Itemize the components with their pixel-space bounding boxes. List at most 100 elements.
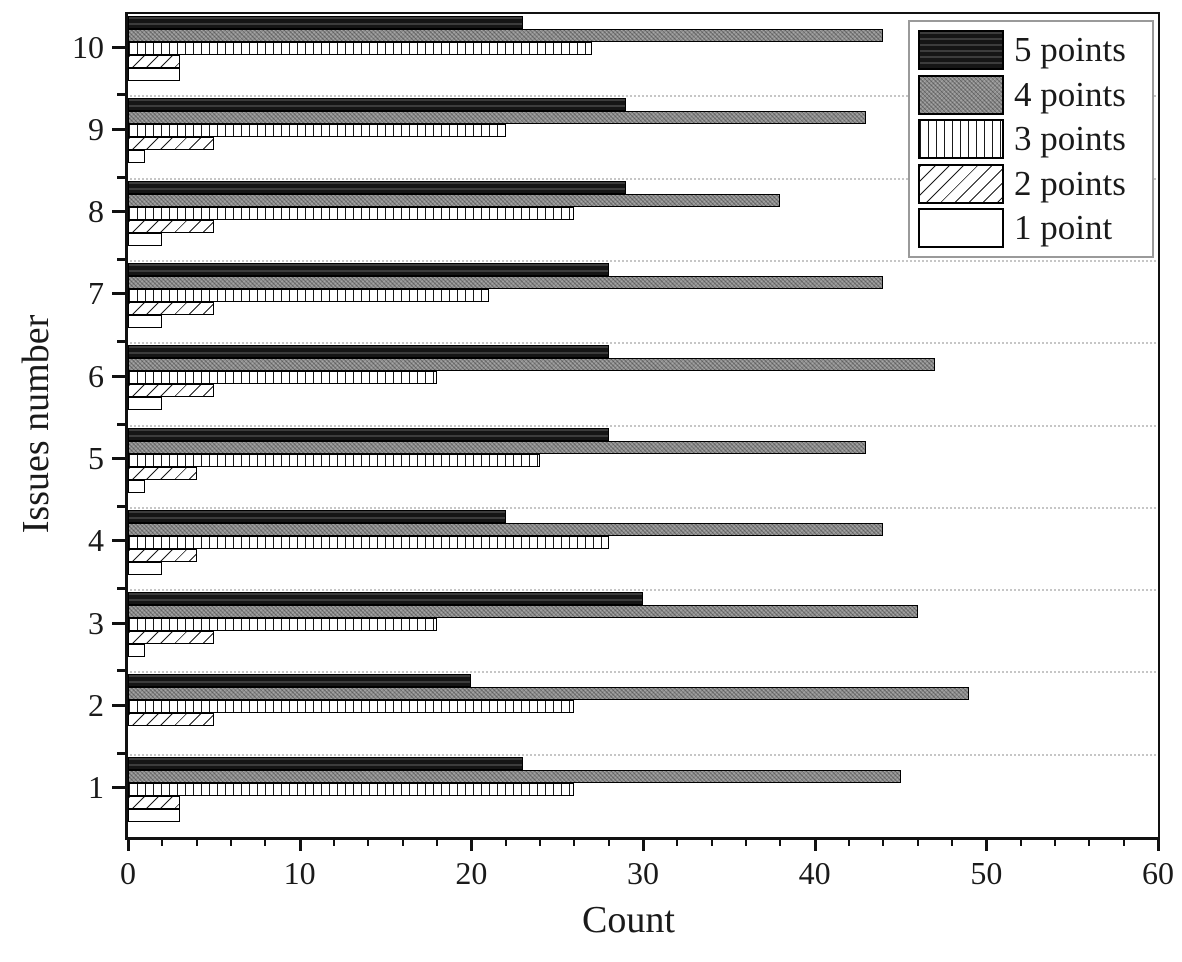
bar-issue10-4-points: [128, 29, 883, 42]
bar-issue6-4-points: [128, 358, 935, 372]
gridline: [130, 506, 1156, 509]
legend-label: 1 point: [1014, 208, 1113, 247]
bar-issue10-5-points: [128, 16, 523, 29]
y-axis-major-tick: [112, 703, 125, 707]
legend-swatch-5-points: [918, 30, 1004, 70]
x-axis-minor-tick: [779, 838, 782, 846]
legend-swatch-4-points: [918, 74, 1004, 115]
x-axis-minor-tick: [916, 838, 919, 846]
x-tick-label: 20: [455, 855, 488, 891]
legend-entry: 1 point: [918, 207, 1146, 249]
bar-issue1-5-points: [128, 756, 523, 770]
bar-issue7-3-points: [128, 288, 489, 302]
bar-issue5-4-points: [128, 440, 866, 454]
bar-issue3-4-points: [128, 605, 918, 619]
bar-issue7-1-point: [128, 314, 162, 328]
gridline: [130, 753, 1156, 756]
bar-issue8-3-points: [128, 206, 574, 220]
y-tick-label: 6: [88, 357, 104, 394]
x-axis-major-tick: [1157, 838, 1160, 851]
x-axis-major-tick: [127, 838, 130, 851]
x-axis-minor-tick: [848, 838, 850, 846]
x-axis-major-tick: [298, 838, 302, 851]
y-axis-major-tick: [112, 621, 125, 625]
bar-issue2-4-points: [128, 687, 969, 701]
y-axis-minor-tick: [117, 340, 125, 344]
legend-swatch-2-points: [918, 163, 1004, 204]
bar-issue7-5-points: [128, 262, 609, 276]
legend-label: 3 points: [1014, 119, 1126, 158]
y-tick-label: 4: [88, 522, 104, 559]
x-axis-minor-tick: [1019, 838, 1022, 846]
bar-issue5-2-points: [128, 466, 197, 480]
x-axis-minor-tick: [504, 838, 507, 846]
x-axis-major-tick: [813, 838, 817, 851]
bar-issue3-2-points: [128, 631, 214, 645]
x-axis-title: Count: [582, 899, 675, 941]
bar-issue6-3-points: [128, 371, 437, 385]
gridline: [130, 259, 1156, 262]
x-axis-major-tick: [642, 838, 645, 851]
gridline: [130, 342, 1156, 345]
bar-issue3-1-point: [128, 644, 145, 658]
bar-issue1-3-points: [128, 782, 574, 796]
x-tick-label: 0: [120, 855, 136, 891]
bar-issue7-2-points: [128, 301, 214, 315]
bar-issue1-2-points: [128, 795, 180, 809]
x-axis-minor-tick: [161, 838, 164, 846]
bar-issue9-1-point: [128, 150, 145, 164]
y-tick-label: 10: [72, 28, 104, 65]
bar-issue8-2-points: [128, 219, 214, 233]
bar-issue9-4-points: [128, 111, 866, 125]
y-axis-major-tick: [112, 539, 125, 543]
bar-issue4-4-points: [128, 522, 883, 536]
y-axis-minor-tick: [117, 175, 125, 179]
y-axis-minor-tick: [117, 504, 125, 508]
x-axis-minor-tick: [401, 838, 404, 846]
legend-label: 4 points: [1014, 74, 1126, 114]
bar-issue9-5-points: [128, 98, 626, 112]
legend-label: 2 points: [1014, 163, 1126, 203]
x-axis-minor-tick: [951, 838, 953, 846]
y-axis-minor-tick: [117, 422, 125, 426]
x-axis-minor-tick: [1054, 838, 1056, 846]
x-axis-minor-tick: [710, 838, 713, 846]
bar-issue8-1-point: [128, 232, 162, 246]
x-axis-minor-tick: [195, 838, 198, 846]
x-axis-minor-tick: [367, 838, 370, 846]
bar-issue6-5-points: [128, 345, 609, 359]
x-axis-minor-tick: [676, 838, 679, 846]
legend: 5 points 4 points 3 points 2 points 1 point: [908, 20, 1154, 258]
y-axis-minor-tick: [117, 587, 125, 591]
y-axis-major-tick: [112, 374, 125, 378]
y-axis-minor-tick: [117, 257, 125, 261]
legend-swatch-3-points: [918, 119, 1004, 159]
x-axis-minor-tick: [882, 838, 885, 846]
gridline: [130, 95, 1156, 98]
y-tick-label: 3: [88, 604, 104, 641]
y-axis-major-tick: [112, 786, 125, 790]
legend-swatch-1-point: [918, 208, 1004, 248]
bar-issue4-1-point: [128, 561, 162, 575]
y-axis-major-tick: [112, 292, 125, 296]
legend-label: 5 points: [1014, 30, 1126, 69]
bar-issue9-2-points: [128, 137, 214, 151]
gridline: [130, 177, 1156, 180]
gridline: [130, 589, 1156, 592]
bar-issue7-4-points: [128, 275, 883, 289]
y-tick-label: 7: [88, 275, 104, 312]
x-axis-minor-tick: [333, 838, 335, 846]
y-axis-major-tick: [112, 457, 125, 460]
x-tick-label: 30: [627, 855, 659, 891]
x-axis-minor-tick: [436, 838, 438, 846]
bar-issue10-1-point: [128, 68, 180, 81]
y-tick-label: 1: [88, 769, 104, 806]
bar-issue10-2-points: [128, 55, 180, 68]
bar-issue4-5-points: [128, 509, 506, 523]
y-axis-minor-tick: [117, 93, 125, 97]
x-axis-minor-tick: [539, 838, 541, 846]
x-axis-minor-tick: [573, 838, 576, 846]
bar-issue1-1-point: [128, 808, 180, 822]
x-axis-major-tick: [470, 838, 474, 851]
bar-issue4-3-points: [128, 535, 609, 549]
